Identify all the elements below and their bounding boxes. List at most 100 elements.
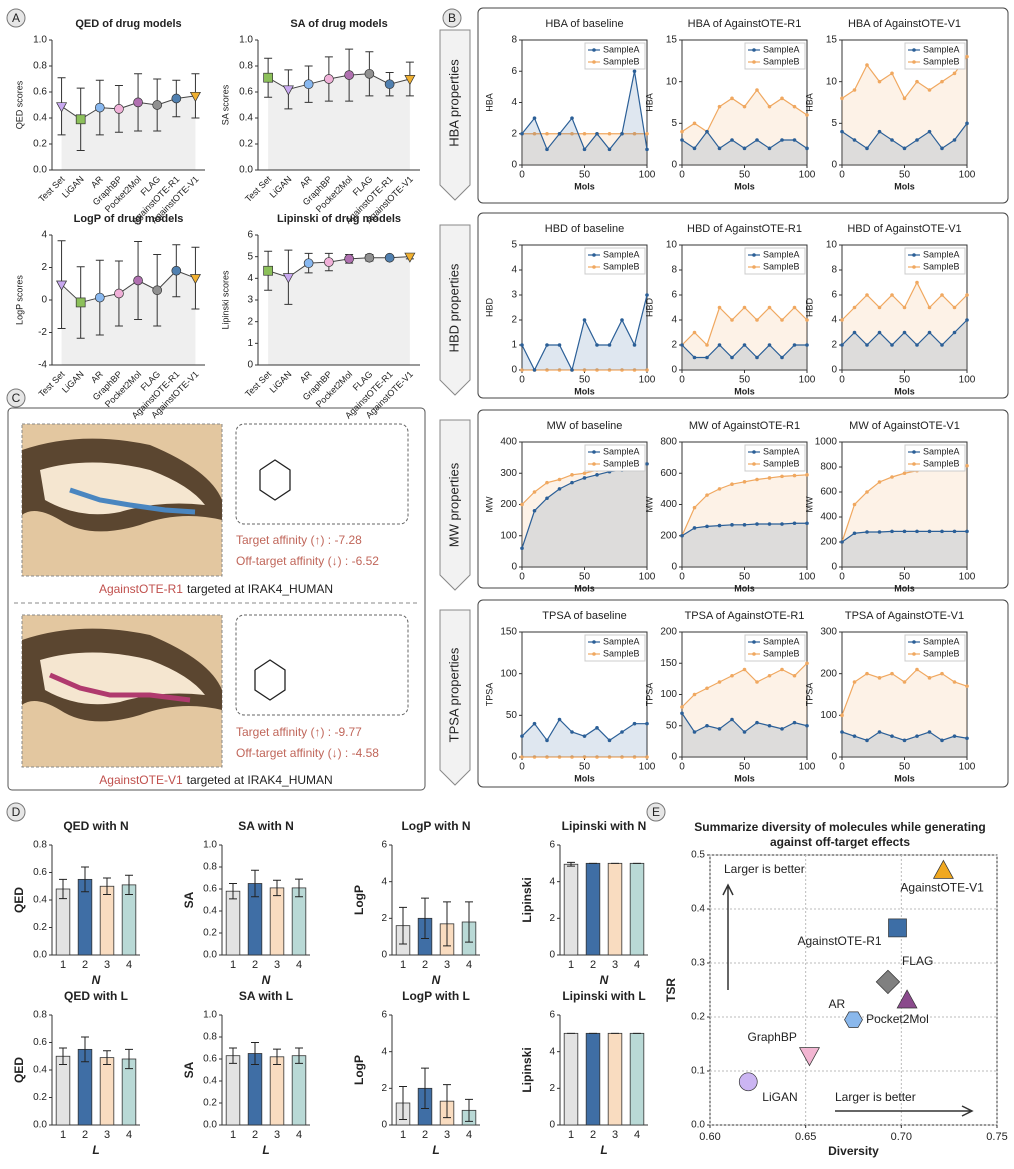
x-tick-label: 0 xyxy=(519,170,525,181)
point xyxy=(645,721,649,726)
y-tick-label: 150 xyxy=(500,627,517,638)
point xyxy=(645,755,649,759)
annotation: Larger is better xyxy=(835,1090,916,1104)
point xyxy=(840,540,844,544)
y-tick-label: 10 xyxy=(666,240,678,251)
y-tick-label: 5 xyxy=(247,251,253,262)
plot-frame xyxy=(709,854,998,1126)
y-tick-label: 0 xyxy=(671,160,677,171)
point xyxy=(927,730,932,734)
x-tick-label: 1 xyxy=(230,959,236,971)
y-tick-label: 0.2 xyxy=(691,1012,705,1023)
point xyxy=(545,147,549,152)
point xyxy=(520,502,524,507)
legend-box xyxy=(744,444,806,472)
point xyxy=(570,131,574,136)
y-tick-label: 400 xyxy=(820,512,837,523)
point xyxy=(404,75,416,86)
y-tick-label: 0.6 xyxy=(33,867,47,878)
error-bar xyxy=(443,1084,451,1119)
point xyxy=(877,730,882,734)
point xyxy=(865,530,869,534)
x-tick-label: 3 xyxy=(104,1129,110,1141)
y-tick-label: 100 xyxy=(500,668,517,679)
y-tick-label: 0 xyxy=(511,365,517,376)
x-tick-label: 1 xyxy=(230,1129,236,1141)
point xyxy=(940,529,944,534)
legend-marker xyxy=(912,450,916,454)
error-bar xyxy=(465,901,473,943)
x-tick-label: AR xyxy=(298,174,314,190)
chart-title: LogP of drug models xyxy=(74,213,184,225)
legend-box xyxy=(584,634,646,662)
y-tick-label: 2 xyxy=(671,340,677,351)
point xyxy=(557,343,562,347)
point xyxy=(717,146,722,151)
y-tick-label: 5 xyxy=(831,118,837,129)
point xyxy=(799,1047,820,1067)
y-tick-label: 4 xyxy=(549,1046,555,1057)
x-tick-label: 50 xyxy=(899,762,911,773)
point xyxy=(877,305,882,310)
error-bar xyxy=(103,877,111,895)
x-tick-label: 0 xyxy=(519,572,525,583)
area xyxy=(682,663,807,757)
point xyxy=(805,318,809,322)
point xyxy=(532,721,537,726)
y-tick-label: 0 xyxy=(671,562,677,573)
point xyxy=(852,502,857,507)
y-axis-label: LogP xyxy=(352,1055,366,1085)
x-tick-label: 0 xyxy=(679,762,685,773)
legend-marker xyxy=(912,462,916,466)
y-tick-label: 0.4 xyxy=(691,904,705,915)
point xyxy=(632,343,637,347)
point xyxy=(705,343,709,347)
x-tick-label: Test Set xyxy=(37,369,67,399)
y-tick-label: 400 xyxy=(500,437,517,448)
x-tick-label: 2 xyxy=(252,1129,258,1141)
chart-title: SA of drug models xyxy=(290,18,387,30)
panel-c-frame xyxy=(7,407,426,791)
chart-title: QED of drug models xyxy=(75,18,181,30)
y-tick-label: -2 xyxy=(38,327,47,338)
point xyxy=(915,343,919,347)
y-tick-label: 0.4 xyxy=(203,1076,217,1087)
point xyxy=(730,717,734,722)
legend-label: SampleB xyxy=(923,261,960,271)
point xyxy=(282,273,294,284)
y-tick-label: 2 xyxy=(549,913,555,924)
point xyxy=(692,526,697,530)
point xyxy=(532,508,537,513)
point xyxy=(767,476,772,480)
y-axis-label: MW xyxy=(484,496,494,512)
legend-box xyxy=(904,247,966,275)
x-tick-label: 4 xyxy=(634,1129,640,1141)
legend-marker xyxy=(752,640,756,644)
point xyxy=(545,496,549,501)
panel-badge xyxy=(442,8,462,28)
x-tick-label: 0 xyxy=(679,170,685,181)
y-tick-label: 0.2 xyxy=(203,1098,217,1109)
y-tick-label: 1 xyxy=(247,338,253,349)
legend-label: SampleB xyxy=(923,56,960,66)
point xyxy=(94,292,105,303)
point xyxy=(344,253,354,264)
y-axis-label: MW xyxy=(804,496,814,512)
y-tick-label: 200 xyxy=(820,537,837,548)
legend-marker xyxy=(752,462,756,466)
point xyxy=(840,129,844,134)
y-axis-label: TPSA xyxy=(804,683,814,707)
x-tick-label: 100 xyxy=(799,762,816,773)
legend-box xyxy=(584,247,646,275)
y-tick-label: 400 xyxy=(660,499,677,510)
point xyxy=(730,96,734,101)
error-bar xyxy=(443,901,451,947)
model-name: AgainstOTE-R1 xyxy=(99,582,183,596)
point xyxy=(852,305,857,310)
point xyxy=(692,505,697,510)
y-tick-label: 0.6 xyxy=(33,87,47,98)
x-axis-label: Mols xyxy=(734,583,755,593)
panel-c-text: Target affinity (↑) : -7.28 Off-target a… xyxy=(99,533,379,787)
legend-marker xyxy=(912,48,916,52)
legend-marker xyxy=(912,253,916,257)
